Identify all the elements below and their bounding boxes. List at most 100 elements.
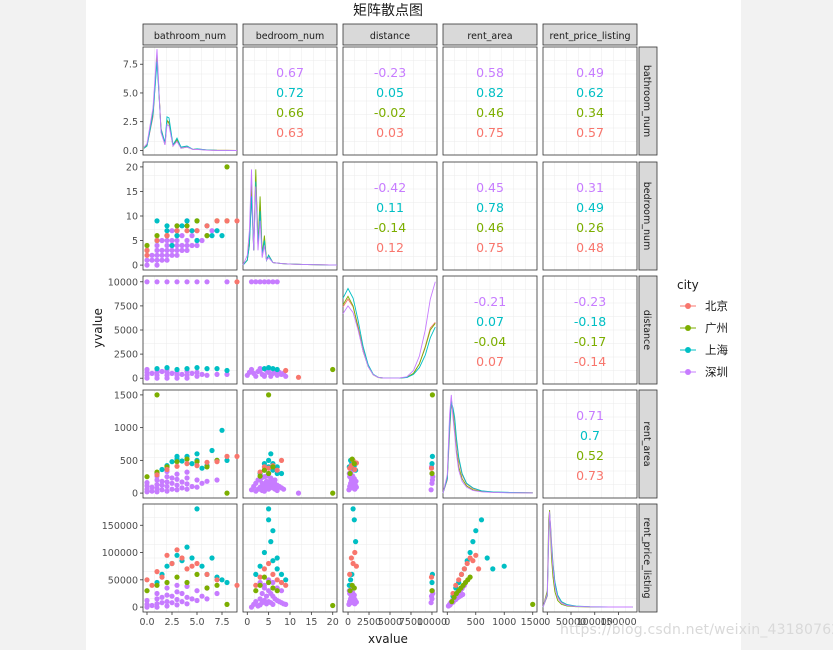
scatter-point-上海 [274, 555, 280, 561]
scatter-point-深圳 [248, 279, 255, 285]
scatter-point-深圳 [352, 596, 358, 603]
scatter-point-北京 [352, 466, 358, 473]
correlation-value-深圳: 0.71 [576, 408, 604, 423]
legend-item-广州: 广州 [680, 321, 728, 335]
scatter-point-北京 [154, 237, 160, 244]
scatter-point-上海 [484, 555, 490, 561]
scatter-point-上海 [194, 451, 200, 457]
scatter-point-深圳 [164, 242, 170, 249]
scatter-point-上海 [189, 228, 195, 234]
scatter-point-深圳 [164, 257, 170, 263]
panel-gridlines [143, 276, 237, 384]
legend-label: 深圳 [705, 365, 728, 379]
scatter-point-深圳 [154, 242, 160, 249]
strip-col-box [142, 23, 238, 46]
y-axis-title: yvalue [91, 308, 105, 348]
scatter-point-广州 [347, 588, 353, 594]
scatter-point-深圳 [159, 594, 165, 600]
legend-item-深圳: 深圳 [680, 365, 728, 379]
y-tick-label: 0 [132, 374, 138, 385]
scatter-point-深圳 [154, 596, 160, 602]
scatter-point-广州 [174, 459, 180, 465]
scatter-point-深圳 [164, 592, 170, 598]
panel-gridlines [243, 47, 337, 155]
scatter-point-上海 [164, 563, 170, 569]
scatter-point-北京 [159, 574, 165, 580]
scatter-point-深圳 [164, 479, 170, 485]
scatter-point-北京 [295, 374, 302, 380]
scatter-point-深圳 [154, 482, 160, 488]
scatter-point-广州 [174, 574, 180, 580]
scatter-point-深圳 [283, 373, 289, 379]
scatter-point-深圳 [257, 596, 263, 602]
correlation-value-上海: 0.05 [376, 85, 404, 100]
y-tick-label: 2500 [114, 350, 138, 361]
scatter-distance-vs-bedroom_num [244, 279, 336, 380]
x-tick-label: 0 [244, 617, 250, 628]
scatter-point-上海 [214, 228, 220, 234]
panel-grid: bathroom_num bedroom_num distance rent_area… [102, 23, 658, 628]
correlation-value-北京: 0.07 [476, 354, 504, 369]
x-axis-bathroom_num: 0.0 2.5 5.0 7.5 [139, 612, 230, 628]
scatter-point-深圳 [253, 373, 259, 379]
correlation-bathroom_num-distance: -0.23 0.05 -0.02 0.03 [374, 65, 406, 140]
panel-bedroom_num-vs-rent_price_listing [542, 161, 638, 271]
x-tick-label: 0 [544, 617, 550, 628]
panel-border [442, 389, 538, 499]
panel-bathroom_num-vs-bedroom_num [242, 46, 338, 156]
scatter-point-北京 [234, 582, 240, 588]
scatter-point-广州 [257, 473, 263, 479]
scatter-point-深圳 [253, 488, 259, 494]
panel-border [542, 503, 638, 613]
scatter-point-广州 [266, 579, 272, 586]
scatter-point-广州 [429, 470, 435, 477]
strip-col-box [542, 23, 638, 46]
scatter-point-上海 [470, 539, 476, 545]
y-tick-label: 0 [132, 603, 138, 614]
scatter-point-北京 [194, 228, 200, 234]
correlation-value-深圳: -0.23 [574, 294, 606, 309]
scatter-point-广州 [261, 574, 267, 580]
scatter-point-深圳 [154, 252, 160, 258]
panel-gridlines [343, 276, 437, 384]
scatter-point-北京 [470, 558, 476, 564]
correlation-value-上海: 0.49 [576, 200, 604, 215]
scatter-point-上海 [199, 465, 205, 471]
scatter-point-深圳 [164, 599, 170, 605]
scatter-point-广州 [467, 574, 473, 580]
scatter-point-上海 [189, 555, 195, 561]
scatter-point-广州 [204, 233, 210, 239]
y-tick-label: 2.5 [123, 117, 138, 128]
x-tick-label: 0.0 [139, 617, 154, 628]
strip-col-box [342, 23, 438, 46]
scatter-point-上海 [266, 506, 272, 512]
scatter-point-北京 [278, 579, 285, 586]
scatter-point-北京 [144, 577, 150, 583]
scatter-point-深圳 [154, 247, 160, 253]
scatter-point-深圳 [261, 484, 267, 490]
scatter-point-广州 [330, 490, 336, 496]
scatter-point-深圳 [159, 368, 165, 375]
scatter-point-深圳 [266, 483, 272, 489]
scatter-point-上海 [199, 563, 205, 569]
scatter-point-深圳 [159, 600, 165, 606]
correlation-distance-rent_area: -0.21 0.07 -0.04 0.07 [474, 294, 506, 369]
scatter-point-广州 [174, 223, 180, 229]
panel-border [142, 503, 238, 613]
y-tick-label: 7.5 [123, 60, 138, 71]
scatter-point-上海 [219, 577, 225, 583]
x-tick-label: 7.5 [214, 617, 229, 628]
scatter-point-上海 [164, 365, 170, 371]
scatter-point-深圳 [144, 480, 150, 486]
scatter-point-广州 [214, 582, 220, 588]
x-tick-label: 0 [345, 617, 351, 628]
x-tick-label: 500 [467, 617, 485, 628]
scatter-point-北京 [169, 560, 175, 567]
y-tick-label: 100000 [102, 548, 138, 559]
correlation-value-深圳: 0.31 [576, 180, 604, 195]
y-tick-label: 50000 [108, 575, 138, 586]
panel-gridlines [443, 47, 537, 155]
scatter-point-北京 [214, 577, 220, 583]
scatter-point-深圳 [184, 237, 190, 244]
scatter-point-深圳 [174, 582, 180, 588]
